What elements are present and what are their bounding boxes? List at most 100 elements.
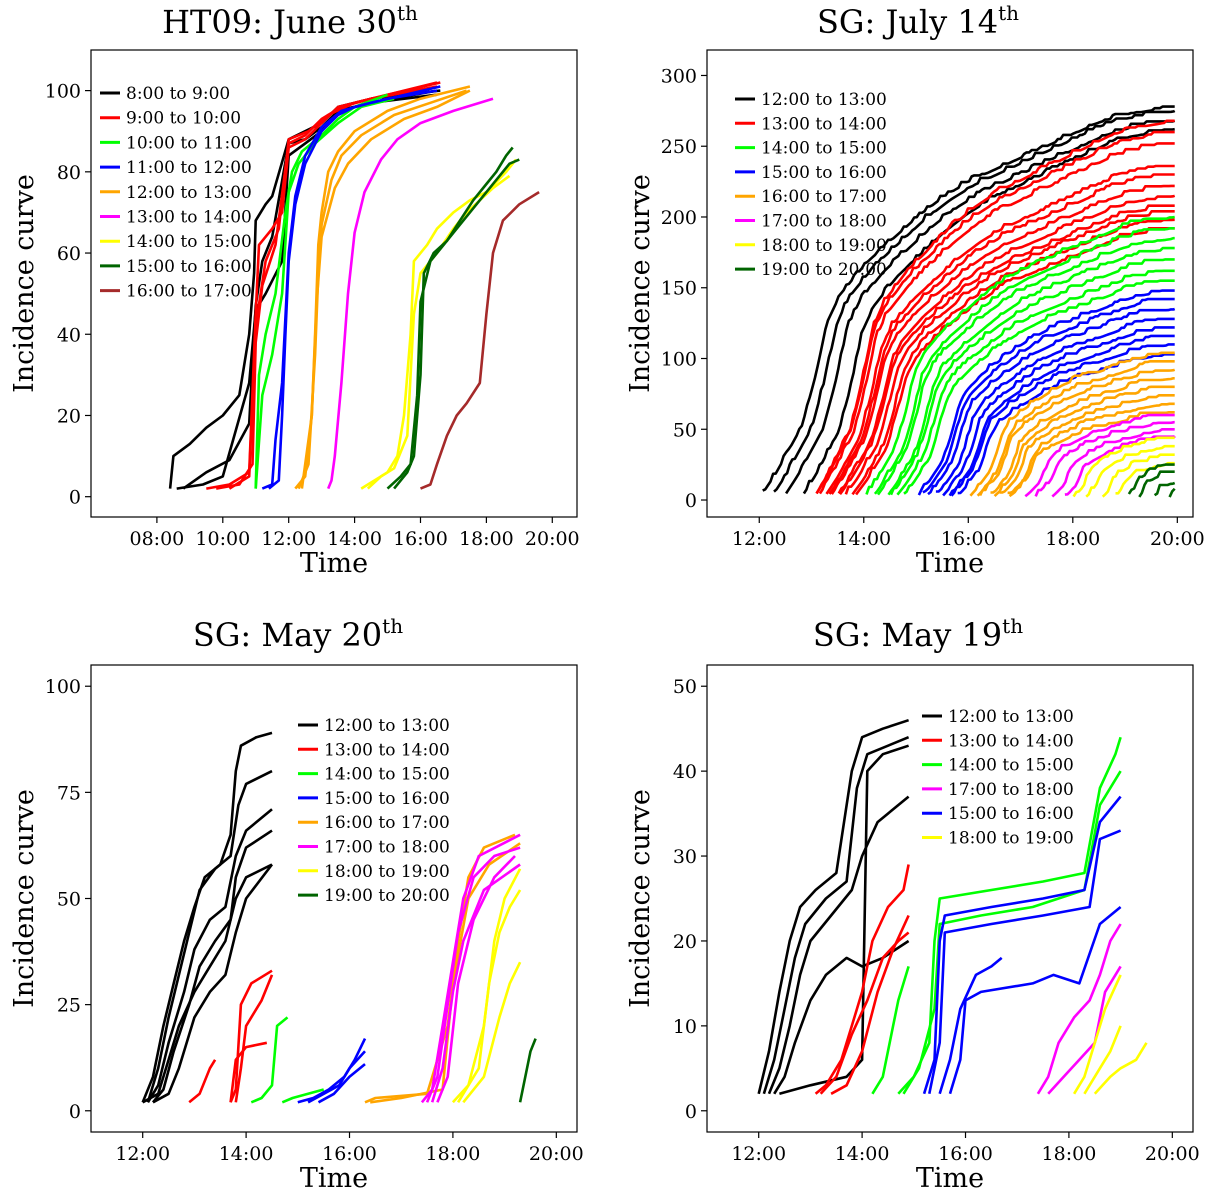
legend-label: 9:00 to 10:00 <box>126 109 241 129</box>
series-line-1-5 <box>142 863 273 1104</box>
series-line-6-1 <box>326 97 494 490</box>
series-line-6-4 <box>436 855 516 1103</box>
legend-label: 13:00 to 14:00 <box>126 208 252 228</box>
chart-title: HT09: June 30th <box>162 1 418 41</box>
legend-label: 13:00 to 14:00 <box>948 731 1074 751</box>
legend-label: 15:00 to 16:00 <box>948 804 1074 824</box>
series-line-4-2 <box>261 85 441 490</box>
series-line-2-3 <box>830 914 910 1095</box>
y-tick-label: 100 <box>661 349 697 371</box>
y-axis-label: Incidence curve <box>9 174 40 393</box>
chart-panel-4: SG: May 19th 12:00 14:00 16:00 18:00 20:00 0 10… <box>625 614 1200 1193</box>
series-line-3-5 <box>889 258 1175 496</box>
series-line-7-2 <box>456 889 522 1103</box>
series-line-7-4 <box>1115 461 1175 495</box>
y-tick-label: 200 <box>661 207 697 229</box>
x-tick-label: 12:00 <box>261 528 316 550</box>
series-line-2-6 <box>830 184 1176 495</box>
legend-label: 17:00 to 18:00 <box>324 838 450 858</box>
series-line-1-3 <box>767 795 910 1095</box>
plot-lines <box>757 718 1148 1096</box>
series-line-5-4 <box>948 905 1122 1095</box>
y-tick-label: 0 <box>69 487 81 509</box>
y-tick-label: 50 <box>57 889 81 911</box>
series-line-5-8 <box>1008 411 1176 498</box>
y-axis-label: Incidence curve <box>625 789 656 1008</box>
x-tick-label: 14:00 <box>835 1143 890 1165</box>
legend-label: 13:00 to 14:00 <box>761 114 887 134</box>
series-line-5-3 <box>938 956 1003 1095</box>
legend-label: 12:00 to 13:00 <box>324 716 450 736</box>
series-line-4-3 <box>317 1063 366 1104</box>
y-tick-label: 100 <box>45 81 81 103</box>
y-tick-label: 150 <box>661 278 697 300</box>
series-line-4-2 <box>922 297 1175 494</box>
series-line-1-3 <box>146 808 273 1103</box>
x-tick-label: 16:00 <box>393 528 448 550</box>
series-line-2-3 <box>228 81 438 490</box>
legend-label: 11:00 to 12:00 <box>126 158 252 178</box>
y-axis-label: Incidence curve <box>625 174 656 393</box>
series-line-5-2 <box>928 829 1122 1095</box>
series-line-8-1 <box>1127 463 1175 495</box>
y-tick-label: 25 <box>57 995 81 1017</box>
series-line-7-1 <box>360 158 518 490</box>
series-line-8-2 <box>1138 470 1175 498</box>
series-line-3-4 <box>887 246 1175 496</box>
series-line-2-1 <box>188 1059 217 1104</box>
legend-label: 14:00 to 15:00 <box>324 765 450 785</box>
series-line-2-1 <box>815 119 1176 495</box>
series-line-4-2 <box>307 1050 366 1104</box>
x-axis-label: Time <box>300 1163 368 1193</box>
x-axis-label: Time <box>916 1163 984 1193</box>
series-line-4-1 <box>1036 923 1122 1095</box>
legend-label: 18:00 to 19:00 <box>948 829 1074 849</box>
series-line-1-1 <box>757 718 910 1095</box>
series-line-7-3 <box>462 961 522 1104</box>
legend-label: 14:00 to 15:00 <box>126 232 252 252</box>
series-line-5-1 <box>294 85 471 490</box>
chart-title-main: SG: May 19 <box>813 616 1002 654</box>
series-line-6-2 <box>1034 420 1176 497</box>
series-line-1-5 <box>779 744 910 1096</box>
y-tick-label: 100 <box>45 676 81 698</box>
series-line-5-6 <box>999 394 1176 494</box>
plot-lines <box>168 81 540 490</box>
chart-panel-3: SG: May 20th 12:00 14:00 16:00 18:00 20:00 0 25… <box>9 614 584 1193</box>
series-line-4-1 <box>917 289 1175 496</box>
series-line-5-5 <box>993 385 1175 498</box>
series-line-4-4 <box>935 317 1175 493</box>
chart-panel-1: HT09: June 30th 08:00 10:00 12:00 14:00 16:00… <box>9 1 580 579</box>
series-line-2-3 <box>234 974 274 1103</box>
legend: 8:00 to 9:00 9:00 to 10:00 10:00 to 11:00 1… <box>100 84 252 302</box>
legend-label: 15:00 to 16:00 <box>761 163 887 183</box>
series-line-1-1 <box>762 105 1175 492</box>
legend-label: 15:00 to 16:00 <box>126 257 252 277</box>
series-line-1-6 <box>152 863 274 1104</box>
legend-label: 14:00 to 15:00 <box>948 756 1074 776</box>
series-line-3-3 <box>902 770 1122 1095</box>
y-tick-label: 20 <box>57 405 81 427</box>
y-axis-label: Incidence curve <box>9 789 40 1008</box>
legend: 12:00 to 13:00 13:00 to 14:00 14:00 to 15:… <box>922 707 1074 849</box>
plot-lines <box>141 731 537 1104</box>
chart-title-superscript: th <box>382 614 403 638</box>
y-tick-label: 40 <box>673 761 697 783</box>
chart-title-superscript: th <box>397 1 418 25</box>
series-line-3-1 <box>250 1016 289 1104</box>
series-line-5-4 <box>990 377 1175 494</box>
legend-label: 19:00 to 20:00 <box>324 886 450 906</box>
series-line-1-1 <box>141 731 273 1103</box>
x-tick-label: 14:00 <box>327 528 382 550</box>
legend-label: 17:00 to 18:00 <box>761 212 887 232</box>
x-axis-label: Time <box>916 548 984 579</box>
series-line-5-1 <box>922 795 1122 1095</box>
x-tick-label: 16:00 <box>941 528 996 550</box>
series-line-3-2 <box>254 97 395 489</box>
legend-label: 13:00 to 14:00 <box>324 740 450 760</box>
y-tick-label: 30 <box>673 846 697 868</box>
x-tick-label: 10:00 <box>195 528 250 550</box>
y-tick-label: 250 <box>661 136 697 158</box>
series-line-5-3 <box>300 89 471 489</box>
x-tick-label: 12:00 <box>115 1143 170 1165</box>
